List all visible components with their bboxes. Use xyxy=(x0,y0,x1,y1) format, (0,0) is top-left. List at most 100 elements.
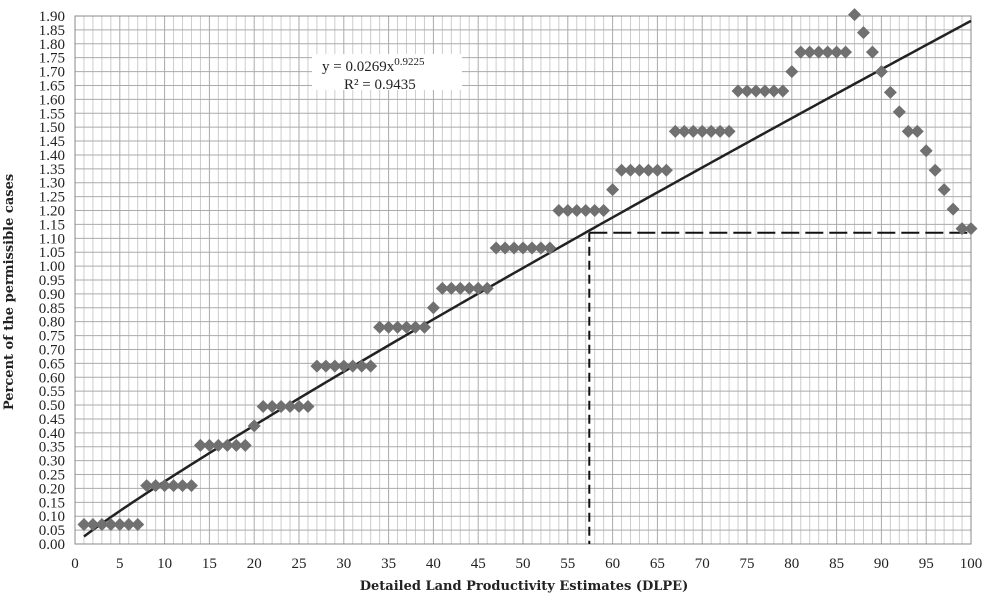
y-tick-label: 0.25 xyxy=(39,468,65,484)
data-point xyxy=(785,65,799,79)
x-tick-label: 80 xyxy=(784,556,799,572)
data-point xyxy=(184,479,198,493)
data-point xyxy=(910,124,924,138)
y-tick-label: 0.35 xyxy=(39,440,65,456)
data-point xyxy=(794,45,808,59)
y-tick-label: 1.10 xyxy=(39,231,65,247)
data-point xyxy=(588,204,602,218)
data-point xyxy=(471,281,485,295)
data-point xyxy=(265,399,279,413)
trendline-group xyxy=(83,19,972,538)
x-tick-label: 55 xyxy=(560,556,575,572)
data-point xyxy=(131,518,145,532)
x-tick-label: 60 xyxy=(605,556,620,572)
data-point xyxy=(319,359,333,373)
y-tick-label: 0.20 xyxy=(39,481,65,497)
trendline-equation-exponent: 0.9225 xyxy=(394,56,425,68)
data-point xyxy=(883,85,897,99)
data-point xyxy=(767,84,781,98)
data-point xyxy=(606,183,620,197)
data-point xyxy=(346,359,360,373)
reference-lines xyxy=(588,231,971,544)
y-tick-label: 0.30 xyxy=(39,454,65,470)
data-point xyxy=(848,8,862,22)
equation-box-background xyxy=(312,54,462,90)
data-point xyxy=(95,518,109,532)
x-tick-label: 75 xyxy=(740,556,755,572)
data-point xyxy=(632,163,646,177)
data-point xyxy=(830,45,844,59)
data-point xyxy=(713,124,727,138)
data-point xyxy=(408,320,422,334)
data-point xyxy=(776,84,790,98)
major-gridlines xyxy=(74,15,972,545)
data-point xyxy=(77,518,91,532)
data-point xyxy=(292,399,306,413)
x-tick-label: 0 xyxy=(71,556,79,572)
data-point xyxy=(758,84,772,98)
data-point xyxy=(641,163,655,177)
y-tick-label: 1.05 xyxy=(39,245,65,261)
data-point xyxy=(247,419,261,433)
y-axis-title: Percent of the permissible cases xyxy=(2,174,17,410)
y-tick-label: 0.70 xyxy=(39,342,65,358)
data-point xyxy=(874,65,888,79)
x-tick-label: 85 xyxy=(829,556,844,572)
y-tick-label: 1.80 xyxy=(39,37,65,53)
data-point xyxy=(892,105,906,119)
data-point xyxy=(355,359,369,373)
y-tick-label: 1.30 xyxy=(39,176,65,192)
x-tick-label: 95 xyxy=(919,556,934,572)
y-tick-label: 1.55 xyxy=(39,106,65,122)
y-tick-label: 0.55 xyxy=(39,384,65,400)
trendline-equation-base: y = 0.0269x xyxy=(322,59,395,75)
x-tick-label: 15 xyxy=(202,556,217,572)
trendline-r-squared: R² = 0.9435 xyxy=(344,77,416,93)
data-point xyxy=(543,241,557,255)
data-point xyxy=(426,301,440,315)
data-point xyxy=(668,124,682,138)
data-point xyxy=(328,359,342,373)
data-point xyxy=(122,518,136,532)
x-tick-label: 45 xyxy=(471,556,486,572)
y-tick-label: 0.50 xyxy=(39,398,65,414)
data-point xyxy=(149,479,163,493)
y-tick-label: 0.10 xyxy=(39,509,65,525)
data-point xyxy=(220,438,234,452)
y-tick-label: 0.15 xyxy=(39,495,65,511)
data-point xyxy=(167,479,181,493)
x-axis-title: Detailed Land Productivity Estimates (DL… xyxy=(360,579,689,594)
data-point xyxy=(140,479,154,493)
y-tick-label: 1.70 xyxy=(39,65,65,81)
plot-frame xyxy=(74,15,972,545)
data-point xyxy=(731,84,745,98)
y-tick-label: 0.60 xyxy=(39,370,65,386)
data-point xyxy=(659,163,673,177)
data-point xyxy=(158,479,172,493)
data-point xyxy=(229,438,243,452)
y-tick-label: 1.00 xyxy=(39,259,65,275)
data-point xyxy=(749,84,763,98)
data-point xyxy=(525,241,539,255)
y-tick-label: 1.65 xyxy=(39,78,65,94)
y-tick-label: 1.25 xyxy=(39,190,65,206)
equation-box: y = 0.0269x0.9225 R² = 0.9435 xyxy=(312,54,462,93)
data-point xyxy=(337,359,351,373)
x-tick-label: 100 xyxy=(960,556,983,572)
data-point xyxy=(507,241,521,255)
x-tick-label: 20 xyxy=(247,556,262,572)
y-tick-label: 0.40 xyxy=(39,426,65,442)
data-point xyxy=(498,241,512,255)
y-tick-label: 1.60 xyxy=(39,92,65,108)
data-point xyxy=(865,45,879,59)
data-point xyxy=(373,320,387,334)
data-point xyxy=(928,163,942,177)
data-point xyxy=(256,399,270,413)
data-point xyxy=(615,163,629,177)
data-point xyxy=(803,45,817,59)
data-point xyxy=(391,320,405,334)
data-point xyxy=(283,399,297,413)
data-point xyxy=(301,399,315,413)
data-point xyxy=(650,163,664,177)
